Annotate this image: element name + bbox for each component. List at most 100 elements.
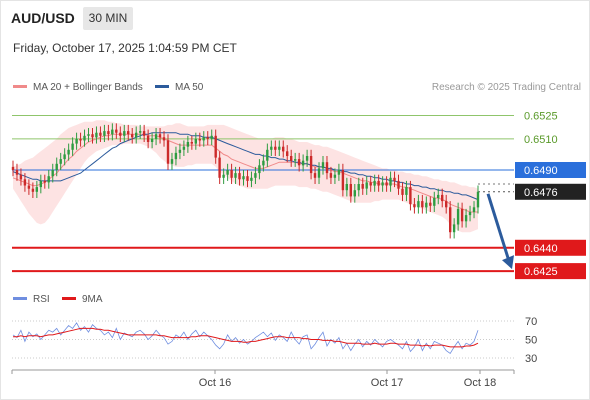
price-label-06525: 0.6525: [524, 111, 558, 123]
candle-body: [321, 162, 325, 169]
candle-body: [131, 134, 134, 138]
rsi-panel: 70 50 30: [12, 316, 537, 365]
candle-body: [234, 173, 237, 178]
candle: [166, 134, 170, 170]
candle-body: [468, 212, 472, 216]
candle: [369, 176, 372, 192]
rsi-tick-30: 30: [525, 353, 537, 365]
candle-body: [373, 180, 376, 186]
candle-body: [449, 207, 452, 233]
candle-body: [206, 137, 209, 139]
candle-body: [154, 134, 158, 139]
candle-body: [341, 170, 345, 191]
projection-arrow-head: [502, 255, 514, 270]
candle-body: [226, 170, 229, 175]
candle: [222, 168, 225, 184]
candle: [349, 177, 352, 203]
candle: [309, 149, 313, 180]
candle-body: [91, 134, 94, 138]
projection-arrow-shaft: [486, 193, 511, 262]
candle-body: [135, 132, 138, 138]
candle: [381, 176, 384, 192]
candle: [468, 205, 472, 222]
candle-body: [178, 149, 182, 153]
candle-body: [476, 191, 480, 208]
candle-body: [238, 173, 241, 180]
ma50-legend-label: MA 50: [175, 82, 204, 93]
candle-body: [107, 131, 110, 135]
candle-body: [405, 187, 408, 195]
rsi-ma-legend-label: 9MA: [82, 294, 103, 305]
candle: [103, 124, 106, 142]
candle: [202, 131, 205, 147]
candle: [47, 170, 50, 189]
candle-body: [309, 156, 313, 174]
candle: [294, 152, 297, 167]
candle: [278, 140, 281, 156]
candle-body: [445, 201, 448, 208]
candle-body: [452, 224, 456, 233]
candle-body: [365, 182, 368, 189]
candle: [35, 180, 38, 198]
candles-layer: [11, 123, 480, 239]
header-bar: AUD/USD 30 MIN: [0, 0, 588, 36]
candle-body: [51, 170, 54, 177]
candle: [210, 129, 213, 146]
rsi-ma-legend-swatch: [62, 297, 76, 300]
candle: [365, 176, 368, 195]
candle: [139, 124, 142, 139]
candle-body: [242, 176, 245, 180]
x-tick-label: Oct 17: [371, 377, 403, 389]
candle: [290, 149, 293, 167]
candle: [250, 171, 253, 188]
candle: [214, 129, 217, 164]
candle: [43, 174, 46, 189]
candle: [39, 174, 42, 194]
candle: [15, 163, 19, 181]
candle-body: [83, 135, 86, 141]
candle-body: [385, 182, 388, 186]
timeframe-button[interactable]: 30 MIN: [83, 7, 133, 30]
candle-body: [218, 157, 221, 178]
candle: [135, 126, 138, 144]
candle: [305, 149, 309, 167]
copyright-text: Research © 2025 Trading Central: [432, 82, 581, 93]
x-axis: Oct 16 Oct 17 Oct 18: [11, 369, 515, 389]
candle: [405, 180, 408, 202]
candle: [460, 202, 464, 228]
candle-body: [222, 174, 225, 178]
x-tick-label: Oct 18: [464, 377, 496, 389]
candle: [83, 129, 86, 147]
candle: [401, 182, 404, 202]
candle: [119, 126, 122, 142]
candle-body: [47, 176, 50, 183]
candle: [456, 202, 460, 231]
candle-body: [174, 152, 178, 160]
candle-body: [425, 202, 428, 208]
candle-body: [87, 134, 90, 136]
candle-body: [150, 138, 154, 142]
candle: [452, 218, 456, 239]
candle: [329, 166, 333, 184]
candle-body: [282, 146, 285, 152]
candle: [472, 201, 476, 219]
ma20-line: [12, 133, 478, 213]
ma50-legend-swatch: [155, 85, 169, 88]
candle: [107, 124, 110, 141]
candle-body: [186, 142, 190, 147]
candle: [87, 128, 90, 142]
price-label-06490: 0.6490: [524, 165, 558, 177]
candle-body: [55, 163, 58, 170]
candle: [449, 201, 452, 239]
candle-body: [429, 202, 432, 206]
candle-body: [421, 201, 424, 208]
candle-body: [170, 159, 174, 164]
candle: [194, 132, 197, 150]
candle-body: [59, 159, 62, 164]
candle-body: [393, 177, 396, 181]
candle-body: [472, 207, 476, 212]
candle-body: [119, 132, 122, 136]
candle: [397, 174, 400, 195]
candle-body: [290, 156, 293, 161]
candle-body: [19, 174, 23, 180]
